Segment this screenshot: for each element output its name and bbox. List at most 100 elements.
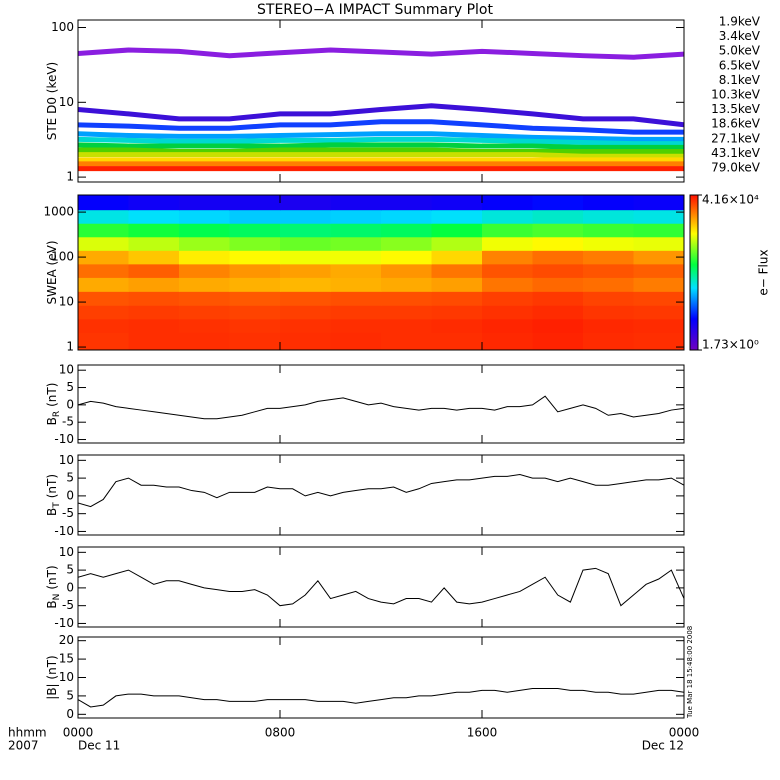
heat-cell	[583, 250, 634, 265]
y-axis-label-main: |B| (nT)	[45, 655, 59, 699]
colorbar	[689, 194, 699, 351]
heat-cell	[381, 209, 432, 224]
heat-cell	[229, 250, 281, 265]
legend-entry: 27.1keV	[711, 131, 761, 145]
y-axis-label: SWEA (eV)	[45, 240, 59, 304]
x-tick-label: 0800	[265, 726, 296, 740]
y-axis-label-main: B	[45, 417, 59, 425]
plot-area	[78, 474, 684, 508]
heat-cell	[330, 209, 382, 224]
heat-cell	[583, 318, 634, 333]
y-tick-label: 15	[59, 652, 74, 666]
heat-cell	[280, 223, 331, 238]
heat-cell	[179, 318, 230, 333]
heat-cell	[633, 332, 684, 350]
y-tick-label: 1	[66, 170, 74, 184]
series-line	[78, 152, 684, 159]
legend-entry: 10.3keV	[711, 88, 761, 102]
panel-frame	[77, 19, 685, 183]
y-tick-label: -10	[54, 524, 74, 538]
series-line	[78, 136, 684, 147]
heat-cell	[583, 305, 634, 320]
heat-cell	[330, 277, 382, 292]
heat-cell	[280, 236, 331, 251]
legend-entry: 13.5keV	[711, 102, 761, 116]
heat-cell	[482, 291, 533, 306]
y-axis-label: BR (nT)	[45, 383, 62, 426]
heat-cell	[78, 236, 129, 251]
heat-cell	[482, 236, 533, 251]
plot-area	[78, 567, 684, 607]
heat-cell	[431, 263, 483, 278]
heat-cell	[381, 236, 432, 251]
plot-area	[78, 47, 684, 172]
legend-entry: 18.6keV	[711, 117, 761, 131]
heat-cell	[78, 209, 129, 224]
heat-cell	[229, 209, 281, 224]
x-tick-label: 0000	[63, 726, 94, 740]
y-axis-label: BN (nT)	[45, 565, 62, 608]
legend-entry: 3.4keV	[719, 29, 761, 43]
heat-cell	[179, 291, 230, 306]
heat-cell	[381, 250, 432, 265]
heat-cell	[633, 209, 684, 224]
heat-cell	[280, 332, 331, 350]
y-tick-label: -10	[54, 432, 74, 446]
legend-entry: 6.5keV	[719, 58, 761, 72]
heat-cell	[532, 277, 584, 292]
heat-cell	[381, 195, 432, 211]
heat-cell	[78, 195, 129, 211]
heat-cell	[532, 291, 584, 306]
heat-cell	[431, 250, 483, 265]
heat-cell	[330, 305, 382, 320]
heat-cell	[229, 318, 281, 333]
series-line	[78, 119, 684, 135]
heat-cell	[431, 332, 483, 350]
panel-frame	[77, 364, 685, 444]
heat-cell	[128, 263, 180, 278]
series-line	[78, 103, 684, 128]
heat-cell	[229, 195, 281, 211]
legend-entry: 8.1keV	[719, 73, 761, 87]
heat-cell	[280, 250, 331, 265]
legend-entry: 79.0keV	[711, 161, 761, 175]
y-tick-label: 10	[59, 95, 74, 109]
plot-area	[78, 395, 684, 420]
legend-entry: 5.0keV	[719, 44, 761, 58]
heat-cell	[179, 263, 230, 278]
y-tick-label: 10	[59, 295, 74, 309]
y-tick-label: 100	[51, 250, 74, 264]
heat-cell	[229, 305, 281, 320]
panel-frame	[77, 546, 685, 628]
heat-cell	[583, 223, 634, 238]
plot-area	[78, 688, 684, 708]
panel-frame	[77, 636, 685, 719]
heat-cell	[633, 236, 684, 251]
heat-cell	[78, 250, 129, 265]
heat-cell	[532, 263, 584, 278]
heat-cell	[280, 195, 331, 211]
heat-cell	[78, 332, 129, 350]
heat-cell	[532, 223, 584, 238]
heat-cell	[78, 318, 129, 333]
series-line	[78, 688, 684, 708]
heat-cell	[229, 332, 281, 350]
heat-cell	[482, 263, 533, 278]
y-tick-label: 100	[51, 20, 74, 34]
heat-cell	[179, 250, 230, 265]
y-tick-label: 5	[66, 563, 74, 577]
heat-cell	[179, 209, 230, 224]
heat-cell	[583, 332, 634, 350]
y-axis-label-main: SWEA (eV)	[45, 240, 59, 304]
heat-cell	[280, 291, 331, 306]
heat-cell	[381, 263, 432, 278]
heat-cell	[381, 332, 432, 350]
heat-cell	[128, 209, 180, 224]
series-line	[78, 567, 684, 607]
series-line	[78, 474, 684, 508]
heat-cell	[381, 291, 432, 306]
x-date-label: Dec 11	[78, 739, 120, 753]
y-tick-label: -5	[62, 598, 74, 612]
heat-cell	[330, 236, 382, 251]
y-tick-label: 0	[66, 707, 74, 721]
